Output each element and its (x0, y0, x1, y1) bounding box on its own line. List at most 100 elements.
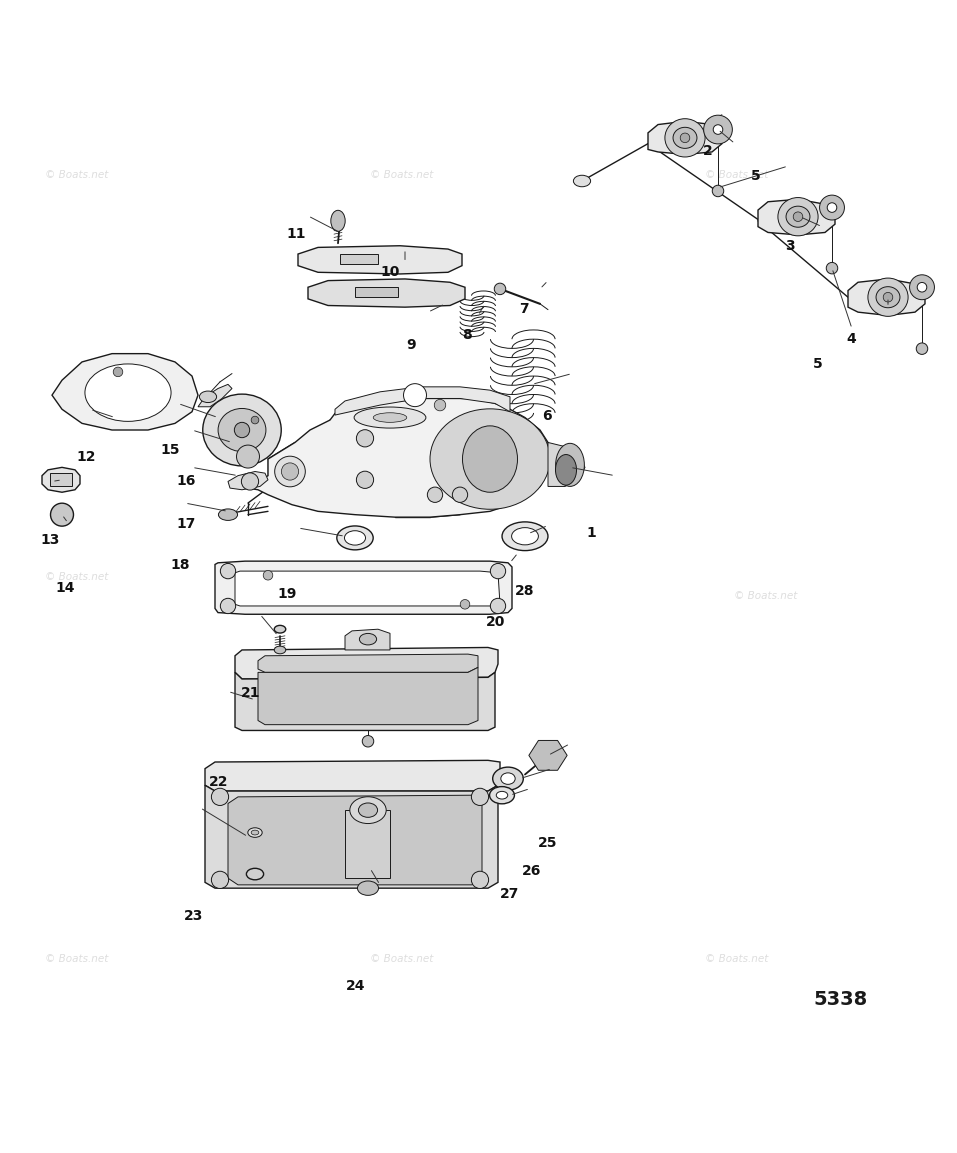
Circle shape (434, 399, 446, 410)
Text: 16: 16 (177, 474, 196, 488)
Ellipse shape (665, 119, 705, 157)
Ellipse shape (573, 175, 590, 187)
Bar (355, 287, 398, 297)
Ellipse shape (673, 127, 697, 149)
Ellipse shape (430, 409, 550, 510)
Ellipse shape (275, 625, 286, 633)
Circle shape (713, 125, 723, 135)
Circle shape (241, 473, 258, 490)
Text: 20: 20 (486, 616, 505, 630)
Ellipse shape (337, 526, 373, 550)
Text: 25: 25 (538, 836, 557, 850)
Ellipse shape (218, 408, 266, 452)
Circle shape (909, 274, 934, 300)
Ellipse shape (248, 828, 262, 837)
Text: © Boats.net: © Boats.net (370, 169, 434, 180)
Polygon shape (205, 760, 500, 791)
Ellipse shape (501, 773, 515, 784)
Polygon shape (198, 384, 232, 407)
Polygon shape (42, 467, 80, 492)
Bar (340, 254, 378, 264)
Text: 18: 18 (170, 558, 189, 572)
Text: 15: 15 (161, 443, 180, 458)
Polygon shape (298, 246, 462, 274)
Circle shape (251, 416, 258, 424)
Text: 22: 22 (209, 775, 228, 790)
Text: 23: 23 (184, 910, 203, 924)
Ellipse shape (556, 444, 585, 487)
Text: 26: 26 (522, 865, 541, 879)
Ellipse shape (555, 454, 576, 485)
Circle shape (51, 503, 74, 526)
Polygon shape (215, 562, 512, 615)
Text: © Boats.net: © Boats.net (45, 572, 108, 581)
Circle shape (220, 598, 235, 613)
Polygon shape (548, 443, 585, 487)
Circle shape (916, 342, 927, 354)
Circle shape (428, 487, 443, 503)
Ellipse shape (199, 391, 216, 402)
Ellipse shape (203, 394, 281, 466)
Polygon shape (235, 672, 495, 731)
Ellipse shape (493, 767, 523, 790)
Circle shape (703, 115, 732, 144)
Text: 5: 5 (813, 357, 823, 371)
Ellipse shape (358, 881, 379, 896)
Text: 5: 5 (751, 169, 761, 183)
Polygon shape (205, 785, 498, 888)
Ellipse shape (359, 802, 378, 817)
Ellipse shape (275, 646, 286, 654)
Text: 17: 17 (177, 517, 196, 530)
Bar (345, 811, 390, 879)
Circle shape (281, 462, 299, 480)
Text: 6: 6 (543, 408, 552, 423)
Text: 8: 8 (462, 329, 472, 342)
Circle shape (113, 367, 122, 377)
Polygon shape (345, 630, 390, 650)
Polygon shape (248, 399, 548, 518)
Circle shape (490, 564, 505, 579)
Circle shape (472, 789, 489, 806)
Ellipse shape (354, 407, 426, 428)
Polygon shape (529, 740, 568, 770)
Text: 13: 13 (40, 533, 59, 548)
Polygon shape (648, 121, 722, 155)
Text: 7: 7 (520, 302, 529, 316)
Circle shape (472, 872, 489, 889)
Circle shape (356, 472, 373, 489)
Circle shape (211, 872, 229, 889)
Ellipse shape (778, 197, 818, 236)
Text: 9: 9 (407, 338, 416, 352)
Circle shape (793, 212, 803, 221)
Ellipse shape (876, 287, 900, 308)
Text: © Boats.net: © Boats.net (734, 590, 797, 601)
Circle shape (234, 422, 250, 438)
Ellipse shape (360, 633, 377, 645)
Polygon shape (848, 279, 925, 316)
Text: 21: 21 (241, 686, 260, 700)
Ellipse shape (218, 508, 237, 520)
Text: 3: 3 (785, 240, 794, 254)
Polygon shape (258, 668, 478, 724)
Polygon shape (335, 387, 510, 415)
Ellipse shape (868, 278, 908, 316)
Text: 2: 2 (703, 144, 713, 158)
Circle shape (453, 487, 468, 503)
Circle shape (490, 598, 505, 613)
Text: © Boats.net: © Boats.net (45, 955, 108, 964)
Circle shape (211, 789, 229, 806)
Text: 10: 10 (381, 265, 400, 279)
Text: © Boats.net: © Boats.net (399, 590, 462, 601)
Ellipse shape (331, 210, 345, 232)
Circle shape (356, 430, 373, 447)
Polygon shape (235, 648, 498, 679)
Circle shape (494, 284, 505, 295)
Ellipse shape (497, 791, 508, 799)
Circle shape (263, 571, 273, 580)
Ellipse shape (350, 797, 387, 823)
Text: © Boats.net: © Boats.net (45, 169, 108, 180)
Text: 4: 4 (847, 332, 857, 346)
Text: 19: 19 (278, 587, 297, 601)
Polygon shape (52, 354, 198, 430)
Circle shape (460, 600, 470, 609)
